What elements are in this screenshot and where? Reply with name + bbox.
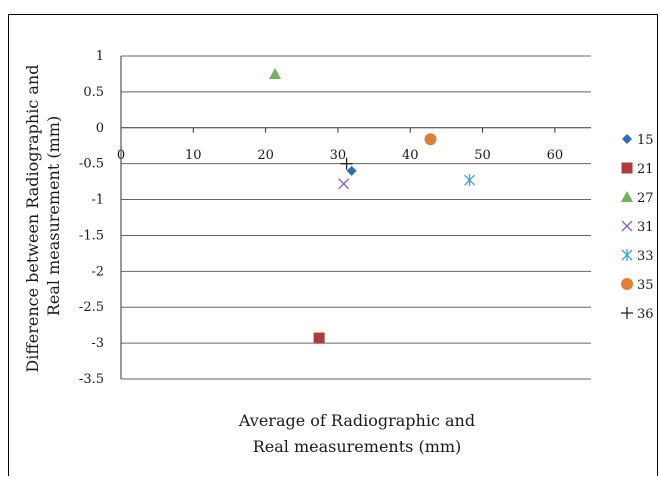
data-point-27 xyxy=(269,67,282,79)
chart-frame xyxy=(8,14,658,476)
legend-label-35: 35 xyxy=(637,278,654,293)
x-axis: 0 10 20 30 40 50 60 xyxy=(117,127,564,163)
data-point-36-shape xyxy=(340,157,353,170)
legend-label-21: 21 xyxy=(637,162,654,177)
legend-marker-35 xyxy=(621,278,633,290)
y-tick-label: 1 xyxy=(96,49,104,64)
legend-marker-36 xyxy=(621,307,633,319)
data-point-31 xyxy=(338,178,350,190)
data-point-31-shape xyxy=(338,178,350,190)
legend-marker-27 xyxy=(621,191,633,202)
y-tick-label: -1.5 xyxy=(79,228,104,243)
y-axis-title: Difference between Radiographic and Real… xyxy=(23,59,63,372)
legend-marker-31 xyxy=(621,220,633,232)
y-tick-label: 0.5 xyxy=(83,85,104,100)
legend-marker-33 xyxy=(621,249,633,261)
y-tick-label: -2 xyxy=(91,264,104,279)
y-axis-title-line-2: Real measurement (mm) xyxy=(44,116,63,316)
legend-marker-33-shape xyxy=(621,249,633,261)
legend-marker-15-shape xyxy=(622,134,632,144)
legend-marker-27-shape xyxy=(621,191,633,202)
y-tick-label: -2.5 xyxy=(79,300,104,315)
y-tick-label: -1 xyxy=(91,193,104,208)
legend-label-15: 15 xyxy=(637,133,654,148)
data-point-15 xyxy=(346,165,357,176)
data-point-35 xyxy=(424,133,437,146)
x-tick-label: 50 xyxy=(474,148,491,163)
data-point-35-shape xyxy=(424,133,437,146)
legend-marker-31-shape xyxy=(621,220,633,232)
x-axis-title-line-2: Real measurements (mm) xyxy=(253,437,462,456)
data-point-36 xyxy=(340,157,353,170)
y-axis: 1 0.5 0 -0.5 -1 -1.5 -2 -2.5 -3 -3.5 xyxy=(79,49,122,387)
y-tick-label: -3 xyxy=(91,336,104,351)
legend-marker-36-shape xyxy=(621,307,633,319)
data-point-15-shape xyxy=(346,165,357,176)
legend-marker-21-shape xyxy=(621,162,633,174)
legend: 15 21 27 31 33 35 36 xyxy=(621,133,654,322)
y-tick-label: -3.5 xyxy=(79,372,104,387)
legend-label-33: 33 xyxy=(637,249,654,264)
x-tick-label: 10 xyxy=(185,148,202,163)
legend-marker-15 xyxy=(622,134,632,144)
data-point-27-shape xyxy=(269,67,282,79)
legend-label-27: 27 xyxy=(637,191,654,206)
y-axis-title-line-1: Difference between Radiographic and xyxy=(23,65,42,373)
y-tick-label: -0.5 xyxy=(79,157,104,172)
grid-lines xyxy=(121,55,591,380)
legend-marker-35-shape xyxy=(621,278,633,290)
data-points xyxy=(269,67,475,344)
legend-label-31: 31 xyxy=(637,220,654,235)
x-tick-label: 0 xyxy=(117,148,125,163)
x-tick-label: 60 xyxy=(547,148,564,163)
x-tick-label: 40 xyxy=(402,148,419,163)
x-tick-label: 20 xyxy=(257,148,274,163)
data-point-33 xyxy=(464,174,475,187)
legend-marker-21 xyxy=(621,162,633,174)
x-tick-label: 30 xyxy=(330,148,347,163)
x-axis-title-line-1: Average of Radiographic and xyxy=(238,411,475,430)
data-point-21-shape xyxy=(313,332,325,344)
legend-label-36: 36 xyxy=(637,307,654,322)
data-point-33-shape xyxy=(464,174,475,187)
y-tick-label: 0 xyxy=(96,121,104,136)
data-point-21 xyxy=(313,332,325,344)
